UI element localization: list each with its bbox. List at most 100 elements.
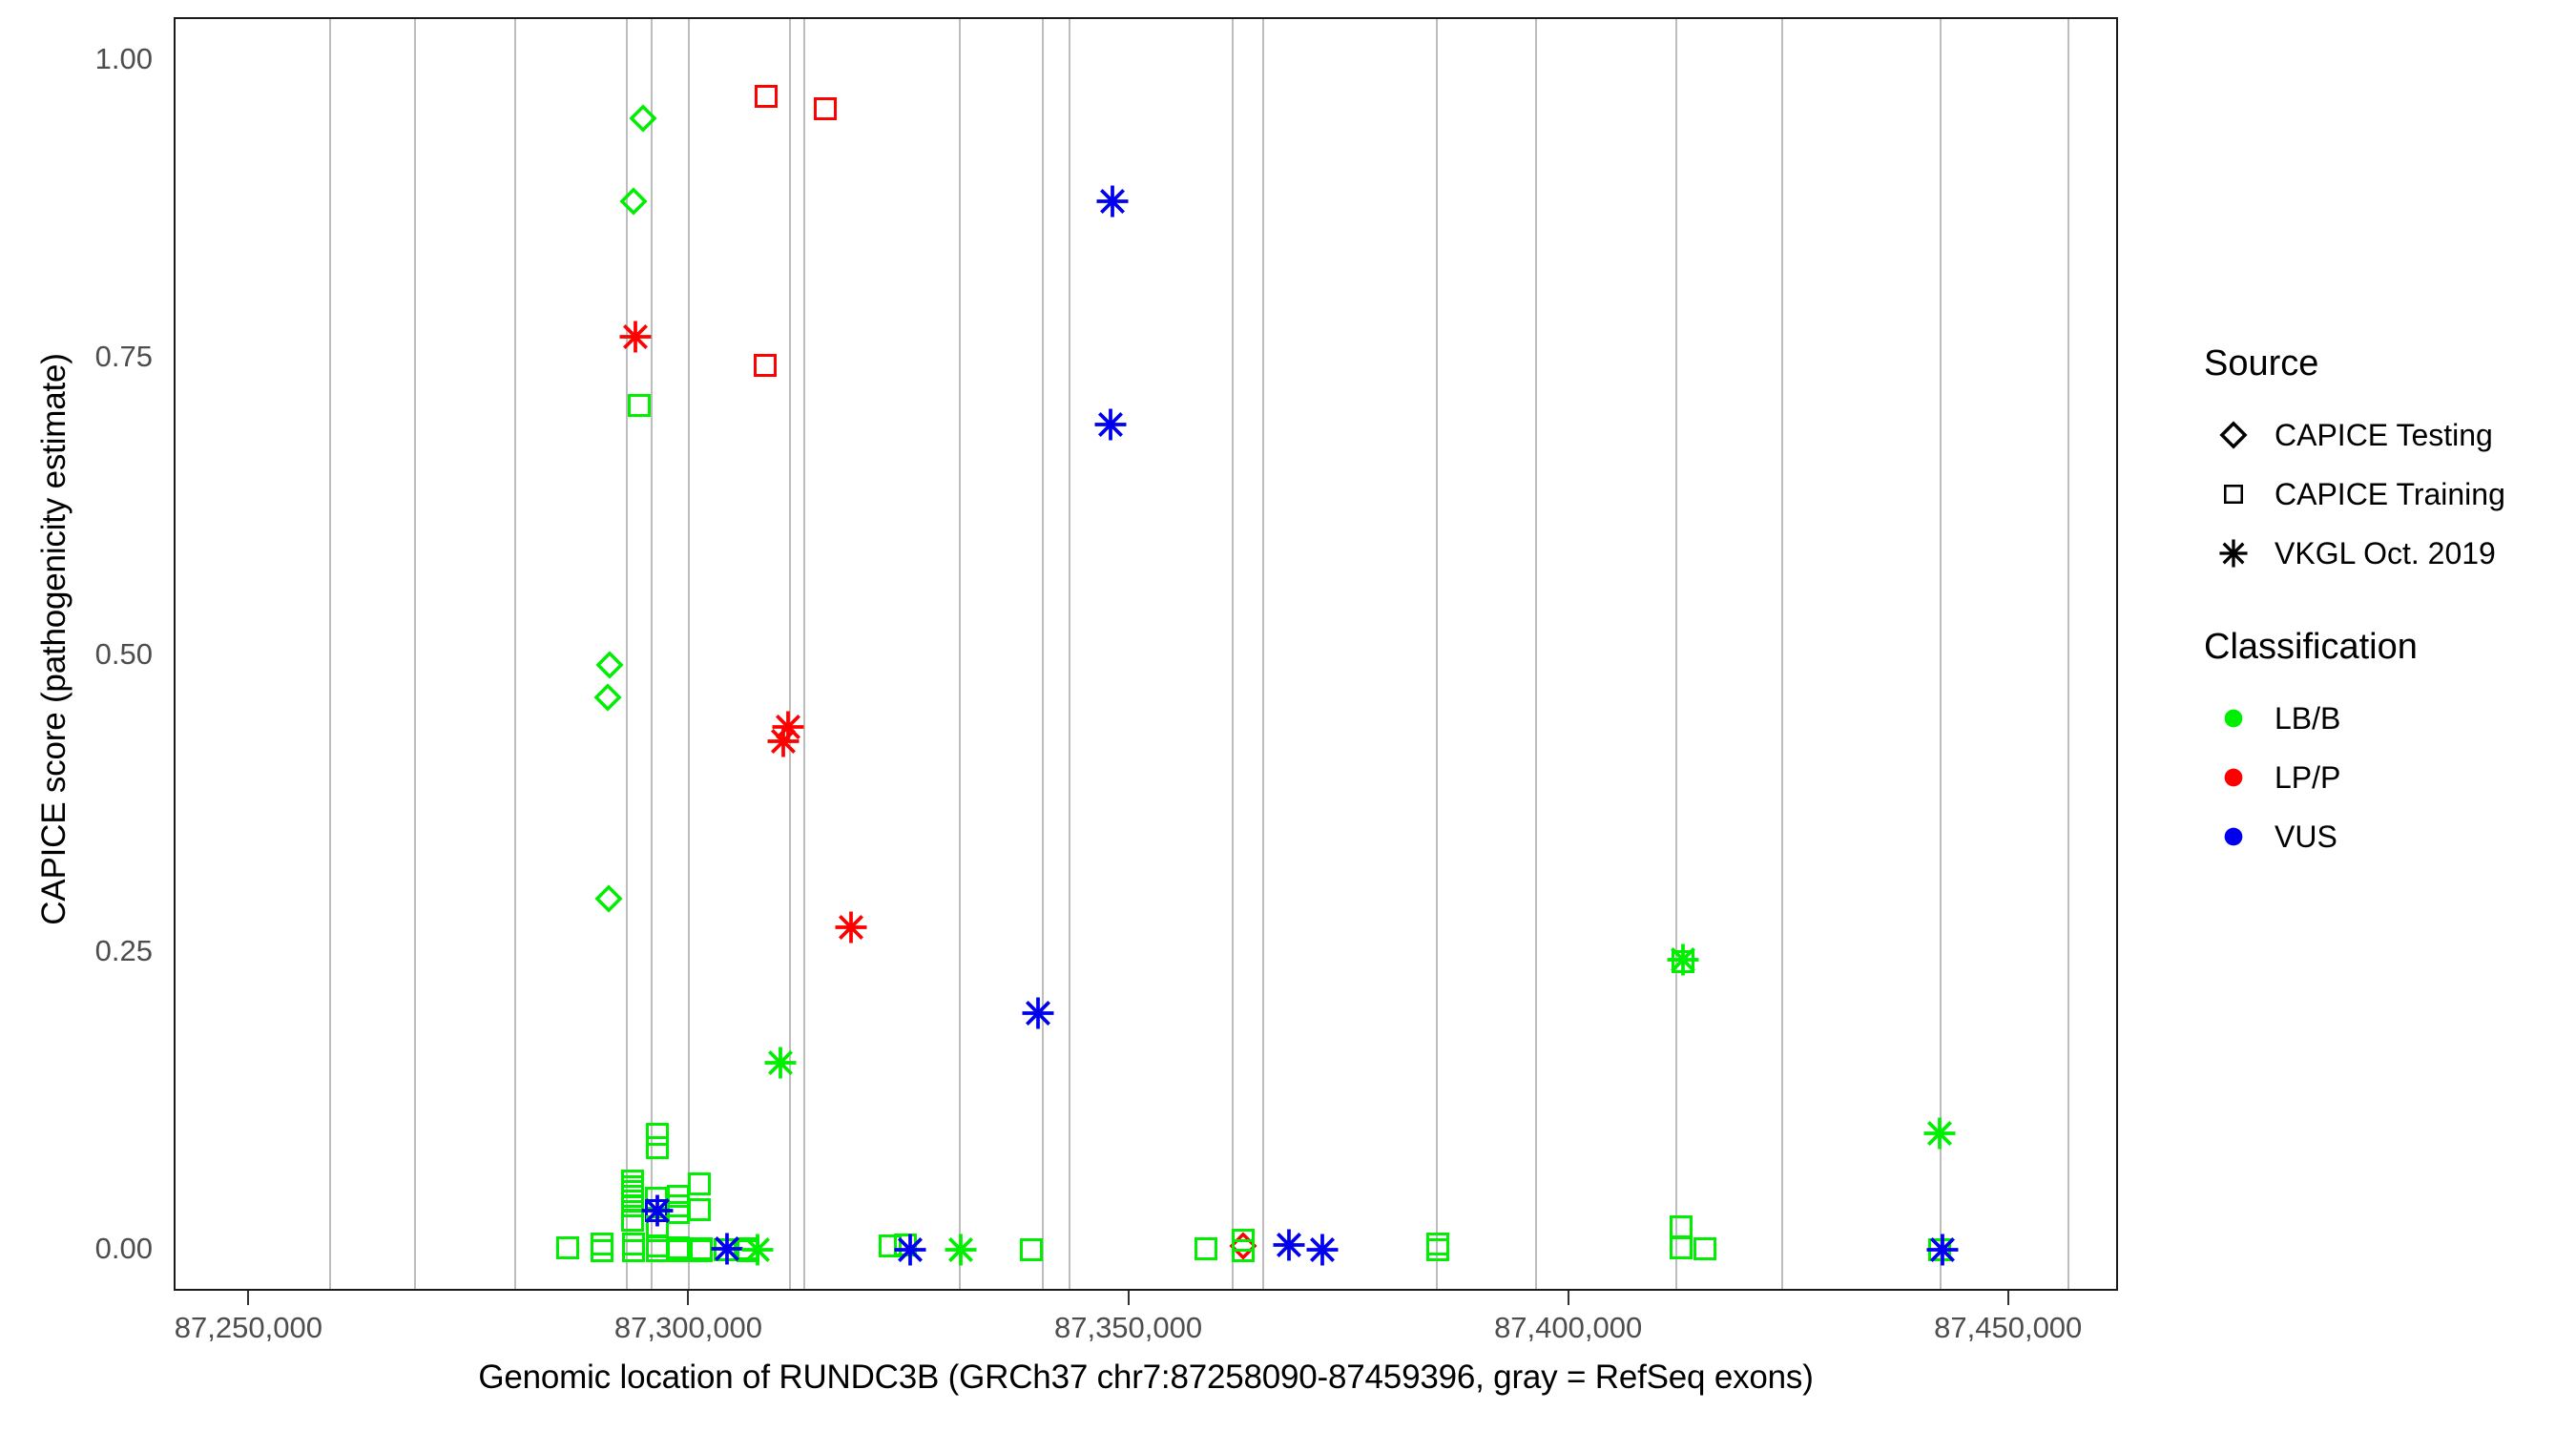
data-point-marker <box>620 1169 645 1193</box>
refseq-exon-line <box>1231 19 1234 1289</box>
x-axis-tick-label: 87,400,000 <box>1494 1311 1643 1344</box>
refseq-exon-line <box>802 19 805 1289</box>
data-point-marker <box>1671 949 1695 974</box>
x-axis-tick-mark <box>1127 1291 1130 1305</box>
data-point-marker <box>689 1238 714 1263</box>
data-point-marker <box>945 1234 977 1266</box>
legend-entry-label: LB/B <box>2275 700 2341 736</box>
data-point-marker <box>1669 1214 1693 1239</box>
x-axis-tick-label: 87,450,000 <box>1934 1311 2083 1344</box>
data-point-marker <box>620 1184 645 1209</box>
refseq-exon-line <box>1780 19 1783 1289</box>
data-point-marker <box>1231 1238 1256 1263</box>
data-point-marker <box>1019 1237 1044 1262</box>
x-axis-tick-label: 87,300,000 <box>613 1311 763 1344</box>
x-axis-tick-label: 87,350,000 <box>1053 1311 1203 1344</box>
legend-entry[interactable]: CAPICE Testing <box>2204 405 2566 465</box>
legend-title: Source <box>2204 343 2319 384</box>
data-point-marker <box>620 1193 645 1218</box>
data-point-marker <box>713 1237 737 1262</box>
data-point-marker <box>595 651 624 680</box>
data-point-marker <box>666 1184 691 1209</box>
legend-entry[interactable]: CAPICE Training <box>2204 465 2566 524</box>
x-axis-tick-label: 87,250,000 <box>174 1311 322 1344</box>
data-point-marker <box>627 393 652 418</box>
data-point-marker <box>878 1234 903 1258</box>
refseq-exon-line <box>2067 19 2069 1289</box>
x-axis-title: Genomic location of RUNDC3B (GRCh37 chr7… <box>478 1358 1814 1396</box>
data-point-marker <box>594 884 623 913</box>
data-point-marker <box>894 1234 926 1266</box>
data-point-marker <box>593 683 622 712</box>
data-point-marker <box>644 1186 669 1211</box>
data-point-marker <box>754 84 779 109</box>
legend-entry[interactable]: VKGL Oct. 2019 <box>2204 524 2566 583</box>
data-point-marker <box>1273 1229 1305 1261</box>
legend-entry-label: VKGL Oct. 2019 <box>2275 535 2496 570</box>
data-point-marker <box>621 1232 646 1256</box>
data-point-marker <box>687 1197 712 1222</box>
data-point-marker <box>1667 944 1699 976</box>
data-point-marker <box>641 1194 674 1227</box>
legend-entry[interactable]: VUS <box>2204 807 2566 866</box>
refseq-exon-line <box>413 19 416 1289</box>
data-point-marker <box>687 1172 712 1196</box>
data-point-marker <box>767 725 800 757</box>
legend-title: Classification <box>2204 627 2418 667</box>
data-point-marker <box>590 1238 614 1263</box>
data-point-marker <box>645 1122 670 1147</box>
legend-entry-label: CAPICE Training <box>2275 476 2505 511</box>
data-point-marker <box>1194 1236 1218 1261</box>
data-point-marker <box>619 187 649 216</box>
data-point-marker <box>711 1233 743 1265</box>
refseq-exon-line <box>1069 19 1070 1289</box>
legend-entry-label: LP/P <box>2275 759 2341 795</box>
legend-entry-label: VUS <box>2275 819 2337 854</box>
refseq-exon-line <box>514 19 517 1289</box>
legend-entry[interactable]: LP/P <box>2204 748 2566 807</box>
x-axis-tick-mark <box>2006 1291 2009 1305</box>
data-point-marker <box>590 1232 614 1256</box>
refseq-exon-line <box>788 19 791 1289</box>
refseq-exon-line <box>1042 19 1045 1289</box>
refseq-exon-line <box>958 19 961 1289</box>
data-point-marker <box>741 1234 774 1266</box>
data-point-marker <box>1096 185 1129 218</box>
data-point-marker <box>1926 1234 1959 1266</box>
y-axis-tick-label: 0.75 <box>94 339 153 373</box>
data-point-marker <box>813 96 838 121</box>
x-axis-tick-mark <box>247 1291 250 1305</box>
legend-entry[interactable]: LB/B <box>2204 689 2566 748</box>
data-point-marker <box>666 1193 691 1218</box>
x-axis-tick-marks <box>174 1291 2118 1306</box>
circle-marker-icon <box>2204 824 2263 849</box>
refseq-exon-line <box>1534 19 1537 1289</box>
data-point-marker <box>620 1179 645 1204</box>
legend-entry-label: CAPICE Testing <box>2275 417 2493 452</box>
legend: Source CAPICE Testing CAPICE Training VKG… <box>2204 343 2566 910</box>
refseq-exon-line <box>626 19 629 1289</box>
data-point-marker <box>645 1234 670 1258</box>
data-point-marker <box>645 1214 670 1239</box>
data-point-marker <box>620 1189 645 1213</box>
refseq-exon-line <box>687 19 690 1289</box>
data-point-marker <box>893 1233 918 1257</box>
data-point-marker <box>620 1208 645 1233</box>
data-point-marker <box>753 353 778 378</box>
data-point-marker <box>736 1238 760 1263</box>
data-point-marker <box>1231 1228 1256 1253</box>
data-point-marker <box>644 1198 669 1223</box>
data-point-marker <box>1094 408 1127 441</box>
data-point-marker <box>736 1236 760 1261</box>
circle-marker-icon <box>2204 765 2263 790</box>
legend-block-classification: Classification LB/B LP/P VUS <box>2204 627 2566 866</box>
plot-panel <box>174 17 2118 1291</box>
asterisk-marker-icon <box>2204 539 2263 568</box>
x-axis-tick-mark <box>687 1291 690 1305</box>
data-point-marker <box>666 1200 691 1225</box>
square-marker-icon <box>2204 484 2263 505</box>
refseq-exon-line <box>650 19 653 1289</box>
y-axis-tick-label: 0.00 <box>94 1232 153 1266</box>
data-point-marker <box>835 911 867 944</box>
